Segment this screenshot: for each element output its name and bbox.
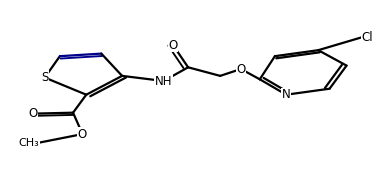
Text: O: O <box>78 128 87 141</box>
Text: N: N <box>282 88 291 101</box>
Text: O: O <box>28 107 37 120</box>
Text: O: O <box>236 62 245 76</box>
Text: O: O <box>168 39 177 52</box>
Text: S: S <box>41 71 49 84</box>
Text: NH: NH <box>155 74 173 88</box>
Text: CH₃: CH₃ <box>18 138 39 148</box>
Text: Cl: Cl <box>362 31 373 44</box>
